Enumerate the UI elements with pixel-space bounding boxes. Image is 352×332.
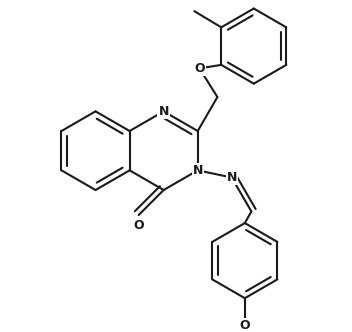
Text: N: N xyxy=(227,171,237,184)
Text: O: O xyxy=(194,62,205,75)
Text: O: O xyxy=(239,318,250,331)
Text: N: N xyxy=(193,164,203,177)
Text: O: O xyxy=(133,219,144,232)
Text: N: N xyxy=(158,105,169,118)
